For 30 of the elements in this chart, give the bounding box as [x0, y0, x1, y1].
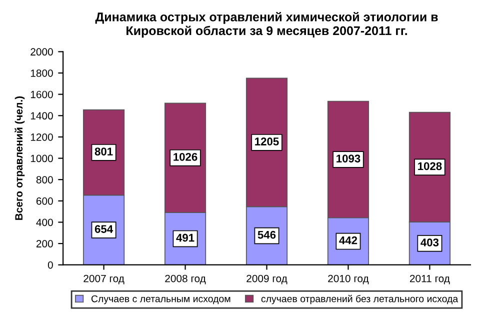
- y-tick-label: 400: [36, 218, 53, 226]
- x-tick-label: 2010 год: [328, 274, 369, 284]
- y-tick-label: 0: [48, 261, 53, 269]
- chart-title: Динамика острых отравлений химической этиологии в Кировской области за 9 месяцев 2007-2011 гг.: [95, 12, 438, 38]
- y-tick-label: 1400: [30, 112, 53, 120]
- y-tick-label: 2000: [30, 48, 53, 56]
- x-tick-label: 2011 год: [410, 274, 450, 284]
- x-tick-label: 2009 год: [246, 274, 288, 284]
- y-tick-label: 1600: [30, 90, 53, 98]
- legend-label: случаев отравлений без летального исхода: [261, 294, 458, 304]
- y-tick-label: 1800: [30, 70, 53, 77]
- data-label: 1026: [174, 152, 198, 161]
- data-label: 1028: [418, 162, 442, 170]
- data-label: 1093: [336, 154, 360, 162]
- y-tick-label: 1000: [30, 154, 53, 162]
- data-label: 403: [420, 238, 439, 246]
- legend-label: Случаев с летальным исходом: [91, 295, 230, 304]
- x-tick-label: 2007 год: [84, 274, 124, 284]
- data-label: 654: [94, 225, 113, 233]
- data-label: 442: [339, 236, 358, 244]
- data-label: 491: [176, 234, 194, 242]
- x-tick-label: 2008 год: [165, 274, 206, 284]
- y-axis-title: Всего отравлений (чел.): [14, 96, 25, 220]
- data-label: 546: [258, 230, 276, 239]
- data-label: 801: [94, 148, 113, 156]
- y-tick-label: 1200: [30, 133, 53, 141]
- y-tick-label: 200: [36, 240, 53, 248]
- y-tick-label: 600: [36, 197, 53, 205]
- y-tick-label: 800: [36, 176, 53, 184]
- data-label: 1205: [255, 138, 279, 146]
